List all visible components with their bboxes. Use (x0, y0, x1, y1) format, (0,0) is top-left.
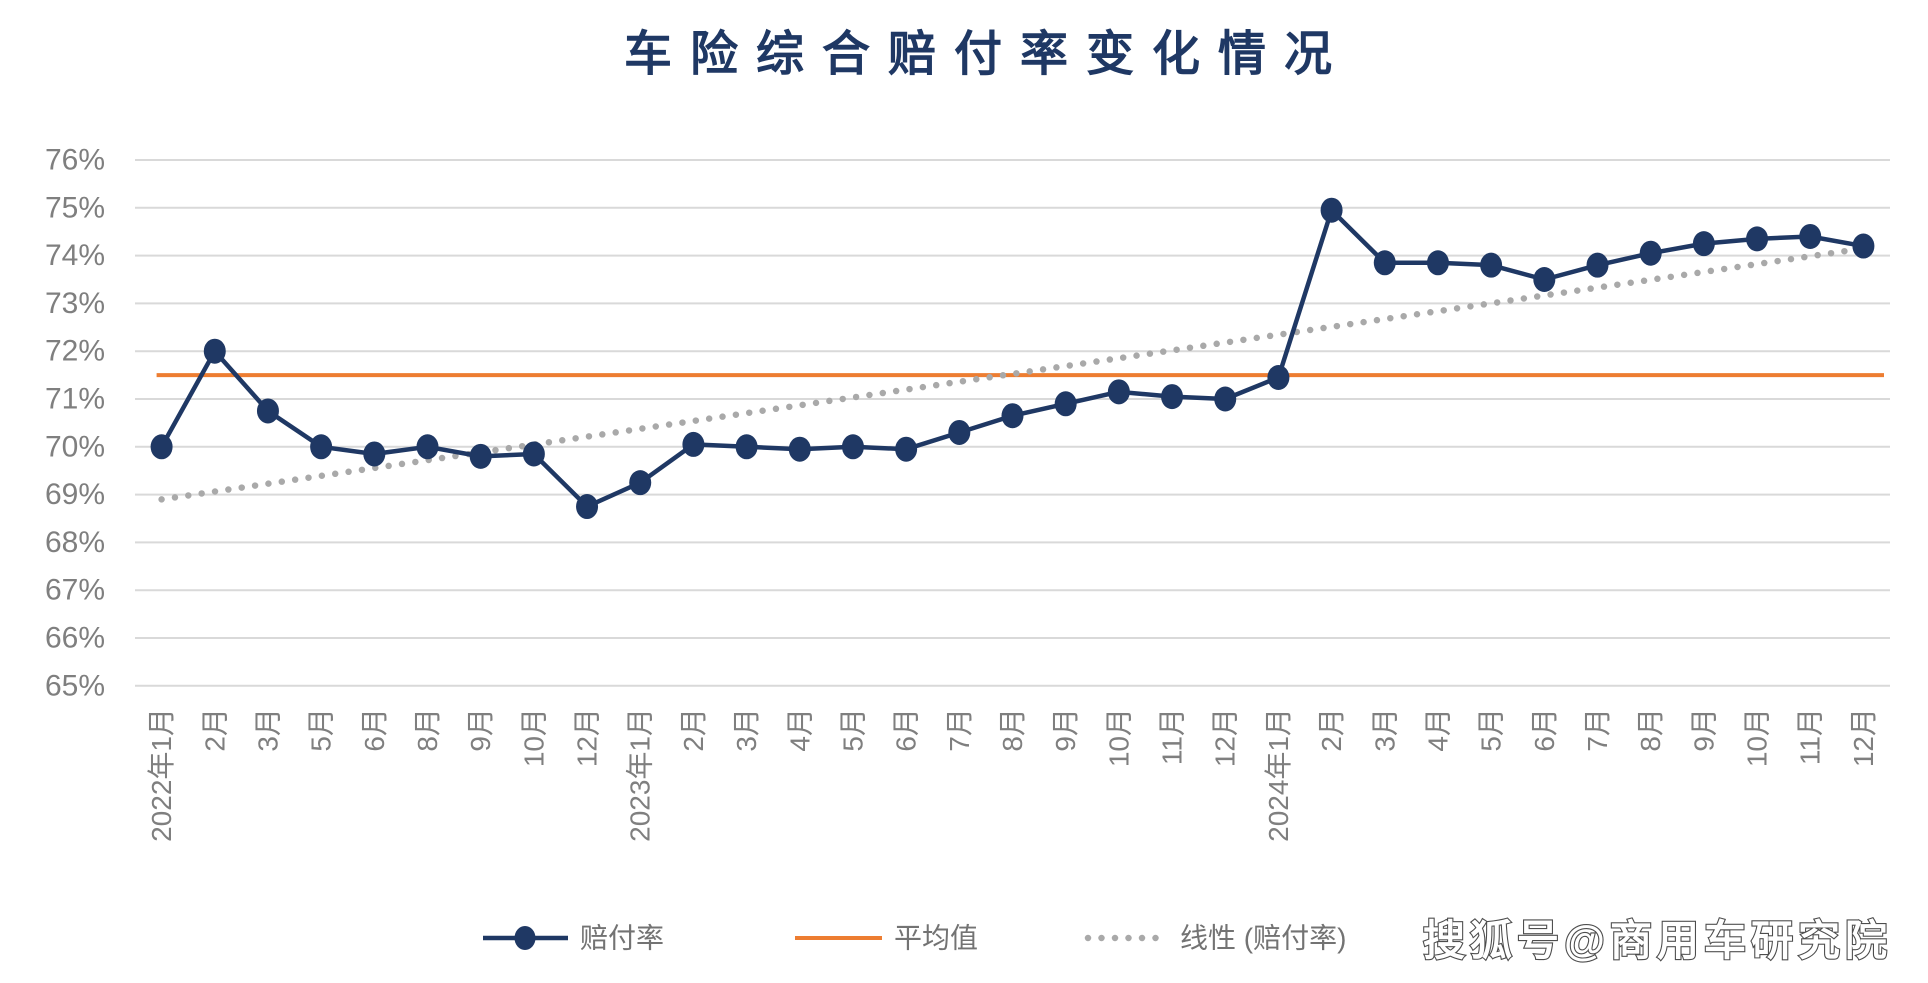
data-point-marker (1799, 223, 1822, 249)
data-point-marker (735, 434, 758, 460)
x-tick-label: 2月 (678, 708, 709, 752)
data-point-marker (788, 436, 811, 462)
data-point-marker (1692, 231, 1715, 257)
data-point-marker (1586, 252, 1609, 278)
x-tick-label: 12月 (1210, 708, 1241, 767)
gridlines-group (135, 159, 1890, 687)
x-tick-label: 4月 (784, 708, 815, 752)
data-point-marker (522, 441, 545, 467)
data-point-marker (1161, 384, 1184, 410)
x-tick-label: 12月 (1848, 708, 1879, 767)
x-tick-label: 11月 (1157, 708, 1188, 765)
data-point-marker (576, 494, 599, 520)
x-tick-label: 2023年1月 (625, 708, 656, 842)
y-tick-label: 68% (45, 526, 105, 559)
x-tick-label: 10月 (518, 708, 549, 767)
y-tick-label: 70% (45, 430, 105, 463)
data-point-marker (1533, 267, 1556, 292)
x-tick-label: 3月 (252, 708, 283, 752)
x-tick-label: 2月 (1316, 708, 1347, 752)
data-point-marker (1214, 386, 1237, 412)
data-point-marker (310, 434, 333, 460)
legend-label-trend: 线性 (赔付率) (1180, 923, 1346, 954)
data-point-marker (256, 398, 279, 424)
data-point-marker (895, 436, 918, 462)
x-tick-label: 10月 (1103, 708, 1134, 767)
legend-marker-sample-loss-ratio (514, 926, 536, 950)
legend-label-average: 平均值 (894, 923, 978, 954)
x-tick-label: 6月 (891, 708, 922, 752)
x-tick-label: 3月 (1369, 708, 1400, 752)
data-point-marker (1054, 391, 1077, 417)
data-point-marker (203, 338, 226, 364)
x-tick-label: 8月 (412, 708, 443, 752)
chart-title: 车险综合赔付率变化情况 (624, 28, 1350, 81)
x-tick-label: 2022年1月 (146, 708, 177, 842)
data-point-marker (1639, 240, 1662, 266)
y-tick-label: 66% (45, 622, 105, 655)
y-tick-label: 75% (45, 191, 105, 224)
data-point-marker (1426, 250, 1449, 276)
data-point-marker (1852, 233, 1875, 259)
linear-trend-series (158, 245, 1867, 503)
x-tick-label: 2024年1月 (1263, 708, 1294, 842)
data-point-marker (1480, 252, 1503, 278)
x-tick-label: 5月 (306, 708, 337, 752)
y-tick-label: 73% (45, 287, 105, 320)
y-tick-label: 65% (45, 669, 105, 702)
x-axis-tick-labels: 2022年1月 2月 3月 5月 6月 8月 9月 10月 12月 2023年1月 2月 3月 4月 5月… (146, 708, 1879, 842)
x-tick-label: 10月 (1742, 708, 1773, 767)
x-tick-label: 5月 (837, 708, 868, 752)
x-tick-label: 4月 (1422, 708, 1453, 752)
y-axis-tick-labels: 76% 75% 74% 73% 72% 71% 70% 69% 68% 67% 66% 65% (45, 144, 105, 703)
x-tick-label: 5月 (1476, 708, 1507, 752)
x-tick-label: 7月 (944, 708, 975, 752)
data-point-marker (682, 431, 705, 457)
data-point-marker (629, 470, 652, 496)
y-tick-label: 74% (45, 239, 105, 272)
data-point-marker (1373, 250, 1396, 276)
x-tick-label: 9月 (1050, 708, 1081, 752)
data-point-marker (469, 443, 492, 469)
y-tick-label: 76% (45, 144, 105, 177)
x-tick-label: 9月 (1688, 708, 1719, 752)
data-point-marker (841, 434, 864, 460)
data-point-marker (1107, 379, 1130, 405)
x-tick-label: 12月 (572, 708, 603, 767)
legend-label-loss-ratio: 赔付率 (580, 923, 664, 954)
x-tick-label: 3月 (731, 708, 762, 752)
x-tick-label: 2月 (199, 708, 230, 752)
watermark: 搜狐号@商用车研究院 (1423, 917, 1892, 964)
x-tick-label: 8月 (1635, 708, 1666, 752)
data-point-markers (150, 197, 1875, 520)
y-tick-label: 71% (45, 383, 105, 416)
x-tick-label: 9月 (465, 708, 496, 752)
y-tick-label: 69% (45, 478, 105, 511)
x-tick-label: 7月 (1582, 708, 1613, 752)
data-point-marker (1746, 226, 1769, 252)
legend: 赔付率 平均值 线性 (赔付率) (483, 923, 1346, 954)
data-point-marker (416, 434, 439, 460)
data-point-marker (1320, 197, 1343, 223)
data-point-marker (150, 434, 173, 460)
data-point-marker (1001, 403, 1024, 429)
data-point-marker (948, 419, 971, 445)
data-point-marker (363, 441, 386, 467)
x-tick-label: 6月 (1529, 708, 1560, 752)
y-tick-label: 72% (45, 335, 105, 368)
data-point-marker (1267, 364, 1290, 390)
x-tick-label: 6月 (359, 708, 390, 752)
x-tick-label: 8月 (997, 708, 1028, 752)
y-tick-label: 67% (45, 574, 105, 607)
x-tick-label: 11月 (1795, 708, 1826, 765)
